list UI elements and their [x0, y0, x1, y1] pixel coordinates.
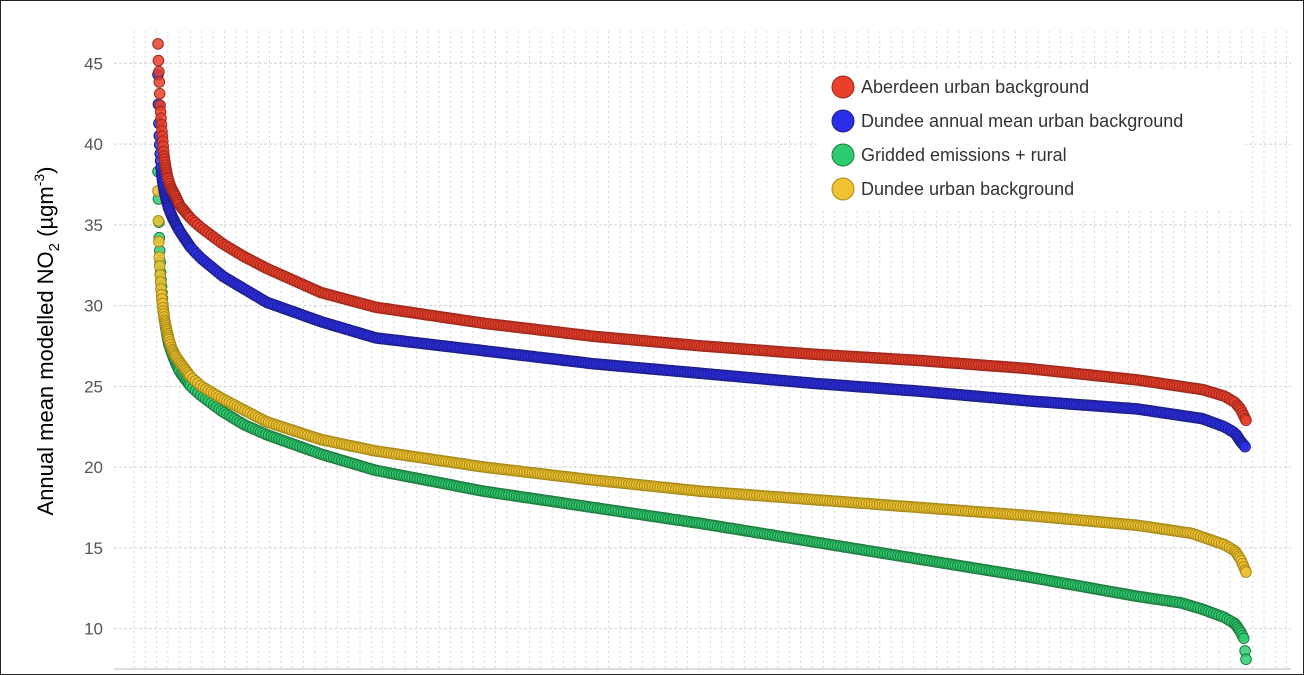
data-point: [1240, 566, 1252, 578]
y-tick-label: 25: [84, 377, 103, 396]
data-point: [1240, 653, 1252, 666]
series-dundee_mean: [152, 68, 1251, 453]
data-point: [1238, 632, 1250, 645]
y-tick-label: 20: [84, 458, 103, 477]
data-point: [153, 235, 165, 248]
legend-marker-dundee_ub: [831, 177, 855, 201]
legend: Aberdeen urban background Dundee annual m…: [817, 69, 1245, 209]
y-tick-label: 40: [84, 135, 103, 154]
series-dundee_ub: [152, 185, 1252, 578]
data-point: [152, 38, 164, 50]
y-tick-label: 15: [84, 539, 103, 558]
legend-marker-dundee_mean: [831, 109, 855, 133]
y-axis-ticks: 10 15 20 25 30 35 40 45: [84, 54, 103, 638]
legend-label-dundee_mean: Dundee annual mean urban background: [861, 111, 1183, 131]
data-point: [152, 54, 165, 67]
data-point: [153, 76, 166, 88]
data-point: [1239, 440, 1251, 453]
legend-marker-aberdeen: [831, 75, 855, 99]
series-gridded: [152, 165, 1252, 666]
series-aberdeen: [152, 38, 1252, 427]
legend-label-aberdeen: Aberdeen urban background: [861, 77, 1089, 97]
y-axis-label: Annual mean modelled NO2 (µgm-3): [31, 167, 63, 516]
legend-marker-gridded: [831, 143, 855, 167]
data-points: [152, 38, 1252, 666]
data-point: [1240, 414, 1252, 427]
legend-label-dundee_ub: Dundee urban background: [861, 179, 1074, 199]
y-tick-label: 45: [84, 54, 103, 73]
data-point: [153, 87, 166, 100]
legend-background: [817, 69, 1245, 209]
legend-label-gridded: Gridded emissions + rural: [861, 145, 1067, 165]
data-point: [152, 215, 165, 227]
y-tick-label: 30: [84, 297, 103, 316]
data-point: [153, 65, 165, 78]
y-tick-label: 35: [84, 216, 103, 235]
y-tick-label: 10: [84, 620, 103, 639]
